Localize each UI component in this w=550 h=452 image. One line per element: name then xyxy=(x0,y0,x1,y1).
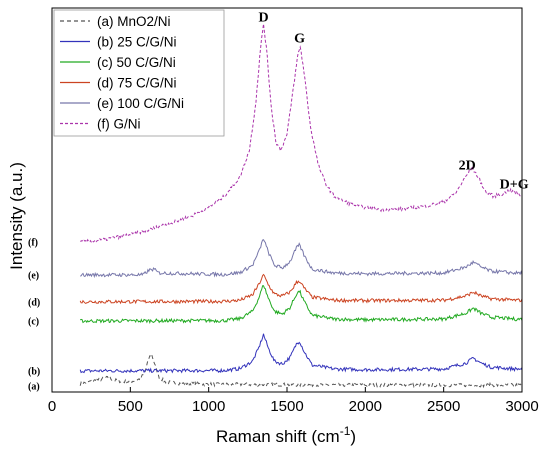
peak-label-d: D xyxy=(258,10,268,25)
y-axis-label: Intensity (a.u.) xyxy=(7,162,26,270)
curve-label-2: (b) xyxy=(28,366,40,377)
curve-label-5: (e) xyxy=(28,270,39,281)
peak-label-g: G xyxy=(294,32,305,47)
legend-entry-2: (b) 25 C/G/Ni xyxy=(97,35,177,50)
x-tick-label-2: 1000 xyxy=(192,398,225,415)
series-line-5 xyxy=(80,239,523,279)
x-tick-label-6: 3000 xyxy=(505,398,538,415)
x-tick-label-3: 1500 xyxy=(270,398,303,415)
peak-label-dg: D+G xyxy=(500,177,529,192)
x-axis-label-close: ) xyxy=(350,427,356,446)
curve-label-1: (a) xyxy=(28,382,40,393)
legend-box xyxy=(53,9,225,137)
x-tick-label-0: 0 xyxy=(48,398,56,415)
curve-label-3: (c) xyxy=(28,316,39,327)
ticks-layer: 0 500 1000 1500 2000 2500 3000 xyxy=(48,387,539,415)
curve-labels-layer: (a) (b) (c) (d) (e) (f) xyxy=(28,238,40,393)
series-line-2 xyxy=(79,333,523,374)
series-line-4 xyxy=(79,273,523,305)
series-line-1 xyxy=(79,352,523,389)
series-line-3 xyxy=(79,285,523,324)
curve-label-4: (d) xyxy=(28,297,40,308)
x-axis-label: Raman shift (cm-1) xyxy=(216,424,356,446)
legend-entry-3: (c) 50 C/G/Ni xyxy=(97,55,176,70)
x-tick-label-4: 2000 xyxy=(349,398,382,415)
series-layer xyxy=(79,23,523,389)
legend-entry-5: (e) 100 C/G/Ni xyxy=(97,96,184,111)
legend-entry-1: (a) MnO2/Ni xyxy=(97,14,171,29)
legend-entry-4: (d) 75 C/G/Ni xyxy=(97,76,177,91)
legend-entry-6: (f) G/Ni xyxy=(97,117,141,132)
series-line-6 xyxy=(80,23,523,244)
curve-label-6: (f) xyxy=(28,238,38,249)
legend: (a) MnO2/Ni (b) 25 C/G/Ni (c) 50 C/G/Ni (d)… xyxy=(53,9,225,137)
x-axis-label-superscript: -1 xyxy=(340,424,351,438)
peak-label-2d: 2D xyxy=(459,158,476,173)
x-tick-label-1: 500 xyxy=(118,398,143,415)
peaks-layer: D G 2D D+G xyxy=(258,10,528,192)
x-tick-label-5: 2500 xyxy=(427,398,460,415)
x-axis-label-main: Raman shift (cm xyxy=(216,427,340,446)
